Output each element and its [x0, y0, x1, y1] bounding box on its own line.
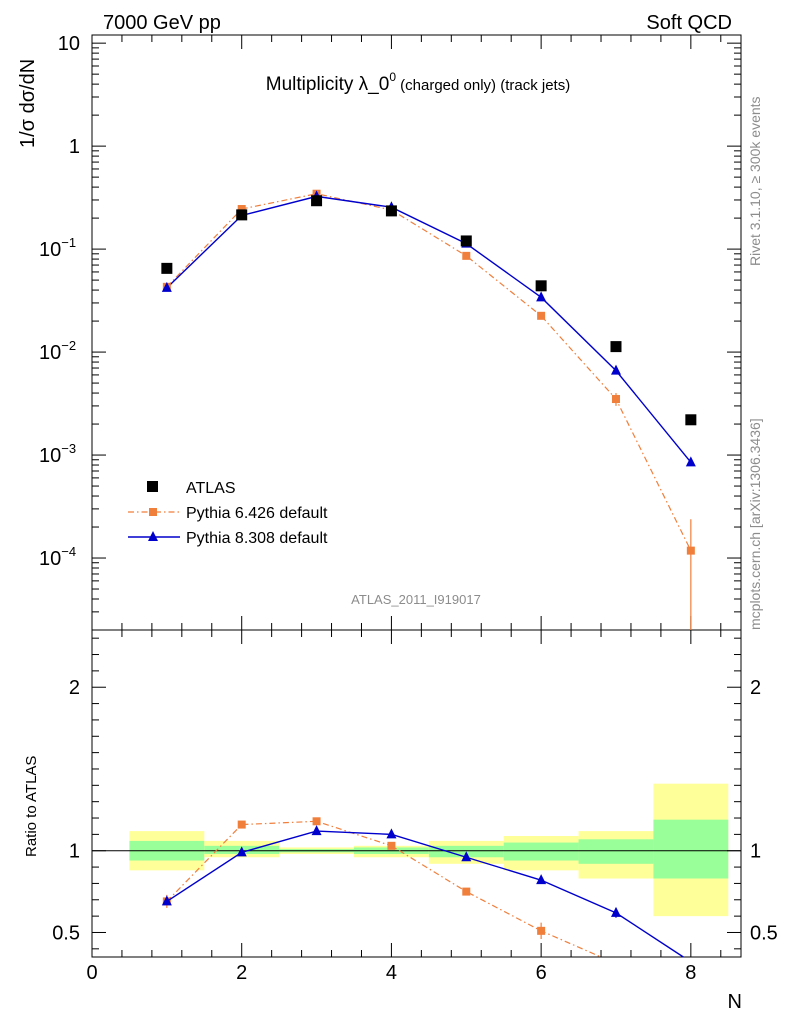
- chart-title-suffix: (charged only) (track jets): [396, 77, 570, 94]
- mcplots-label: mcplots.cern.ch [arXiv:1306.3436]: [747, 418, 763, 630]
- pythia6-point: [611, 395, 620, 404]
- pythia8-ratio-point: [536, 874, 547, 885]
- chart-title-main: Multiplicity λ_0: [266, 74, 390, 95]
- ratio-y-tick-label-right: 1: [750, 841, 761, 863]
- main-y-tick-label-base: 10: [39, 445, 61, 467]
- pythia6-ratio-point: [537, 926, 546, 935]
- legend-label-pythia8: Pythia 8.308 default: [186, 530, 328, 547]
- legend-marker-pythia6: [149, 508, 157, 516]
- pythia8-ratio-point: [461, 851, 472, 862]
- legend: ATLAS Pythia 6.426 default Pythia 8.308 …: [128, 480, 328, 547]
- main-y-tick-label-exponent: −3: [61, 441, 76, 456]
- ratio-y-tick-label: 1: [69, 841, 80, 863]
- main-y-tick-label: 10: [58, 33, 80, 55]
- ratio-y-tick-label: 0.5: [52, 922, 80, 944]
- analysis-id-label: ATLAS_2011_I919017: [351, 592, 481, 607]
- atlas-point: [685, 414, 697, 426]
- atlas-point: [610, 341, 622, 353]
- pythia8-point: [161, 281, 172, 292]
- legend-marker-pythia8: [148, 531, 158, 541]
- pythia6-ratio-point: [387, 841, 396, 850]
- main-y-tick-label-base: 10: [39, 342, 61, 364]
- ratio-frame: [91, 629, 742, 958]
- pythia8-point: [610, 364, 621, 375]
- pythia6-point: [686, 546, 695, 555]
- pythia8-ratio-point: [386, 828, 397, 839]
- ratio-series: [161, 817, 684, 958]
- main-y-tick-label-exponent: −1: [61, 235, 76, 250]
- pythia8-ratio-point: [311, 825, 322, 836]
- pythia6-ratio-point: [237, 820, 246, 829]
- atlas-point: [311, 195, 323, 207]
- main-y-axis-label: 1/σ dσ/dN: [17, 59, 39, 148]
- atlas-point: [460, 235, 472, 247]
- ratio-y-tick-label-right: 0.5: [750, 922, 778, 944]
- ratio-y-tick-label: 2: [69, 677, 80, 699]
- x-axis-label: N: [728, 991, 742, 1013]
- x-tick-label: 2: [236, 962, 247, 984]
- main-y-tick-label-base: 10: [39, 239, 61, 261]
- pythia8-point: [536, 291, 547, 302]
- pythia6-point: [237, 205, 246, 214]
- main-y-tick-label-base: 10: [58, 33, 80, 55]
- main-y-tick-label-exponent: −4: [61, 544, 76, 559]
- ratio-y-tick-label-right: 2: [750, 677, 761, 699]
- atlas-point: [236, 209, 248, 221]
- main-y-tick-label: 10−3: [39, 441, 76, 467]
- ratio-axes: 0 2 4 6 8 0.5 0.5 1 1 2 2: [52, 629, 778, 984]
- main-y-tick-label: 10−1: [39, 235, 76, 261]
- ratio-y-axis-label: Ratio to ATLAS: [23, 756, 40, 857]
- x-tick-label: 8: [685, 962, 696, 984]
- chart-title-superscript: 0: [389, 70, 396, 84]
- band-inner-7: [578, 839, 654, 864]
- pythia6-point: [537, 311, 546, 320]
- main-y-tick-label: 10−4: [39, 544, 76, 570]
- main-series: [161, 189, 697, 630]
- ratio-uncertainty-bands: [129, 783, 729, 917]
- main-y-tick-label-exponent: −2: [61, 338, 76, 353]
- pythia8-point: [685, 456, 696, 467]
- legend-label-pythia6: Pythia 6.426 default: [186, 505, 328, 522]
- pythia6-point: [462, 251, 471, 260]
- atlas-point: [161, 262, 173, 274]
- main-y-tick-label: 10−2: [39, 338, 76, 364]
- pythia8-ratio-point: [161, 895, 172, 906]
- header-right-label: Soft QCD: [646, 12, 732, 34]
- band-inner-8: [653, 819, 729, 879]
- rivet-label: Rivet 3.1.10, ≥ 300k events: [747, 96, 763, 266]
- pythia8-ratio-line: [166, 830, 684, 958]
- atlas-point: [535, 280, 547, 292]
- legend-marker-atlas: [147, 481, 158, 492]
- legend-label-atlas: ATLAS: [186, 480, 236, 497]
- main-y-tick-label: 1: [69, 136, 80, 158]
- x-tick-label: 6: [536, 962, 547, 984]
- pythia8-ratio-point: [610, 906, 621, 917]
- main-y-tick-label-base: 10: [39, 548, 61, 570]
- pythia8-ratio-point: [236, 846, 247, 857]
- main-y-tick-label-base: 1: [69, 136, 80, 158]
- pythia8-line: [166, 195, 692, 463]
- atlas-point: [385, 205, 397, 217]
- x-tick-label: 4: [386, 962, 397, 984]
- x-tick-label: 0: [86, 962, 97, 984]
- chart-title: Multiplicity λ_00 (charged only) (track …: [266, 70, 570, 95]
- pythia6-ratio-point: [462, 887, 471, 896]
- header-left-label: 7000 GeV pp: [103, 12, 221, 34]
- band-inner-6: [503, 842, 579, 861]
- pythia6-ratio-point: [312, 817, 321, 826]
